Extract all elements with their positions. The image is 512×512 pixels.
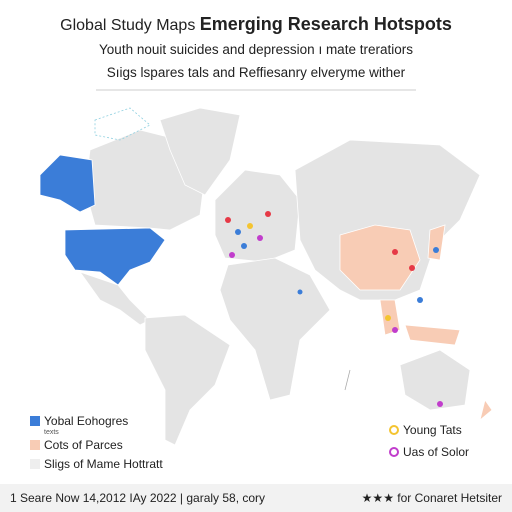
legend-label: Sligs of Mame Hottratt [44, 457, 163, 471]
title: Global Study Maps Emerging Research Hots… [60, 14, 452, 34]
subtitle: Sıigs lspares tals and Reffiesanry elver… [107, 65, 406, 80]
hotspot [433, 247, 439, 253]
hotspot [225, 217, 231, 223]
legend-marker [389, 425, 399, 435]
hotspot [229, 252, 235, 258]
hotspot [417, 297, 423, 303]
legend-marker [389, 447, 399, 457]
madagascar [344, 369, 351, 391]
greenland [159, 107, 241, 196]
legend-right: Young Tats Uas of Solor [389, 423, 469, 459]
hotspot [297, 289, 303, 295]
legend-note: texts [44, 429, 59, 436]
legend-swatch [30, 440, 40, 450]
new-zealand [479, 399, 493, 422]
australia [399, 349, 471, 411]
legend-label: Young Tats [403, 423, 462, 437]
japan [427, 224, 446, 261]
hotspot [265, 211, 271, 217]
legend-label: Uas of Solor [403, 445, 469, 459]
world-map [39, 107, 493, 446]
south-america [144, 314, 231, 446]
legend-swatch [30, 416, 40, 426]
title-prefix: Global Study Maps [60, 17, 195, 34]
china [339, 224, 421, 291]
hotspot [409, 265, 415, 271]
arctic-islands [94, 107, 151, 141]
hotspot [392, 249, 398, 255]
legend-label: Cots of Parces [44, 438, 123, 452]
hotspot [241, 243, 247, 249]
hotspot [235, 229, 241, 235]
hotspots [225, 211, 443, 407]
legend-left: Yobal Eohogres texts Cots of Parces Slig… [30, 414, 163, 471]
hotspot [392, 327, 398, 333]
footer-bar [0, 484, 512, 512]
europe [214, 169, 301, 263]
usa [64, 227, 166, 286]
hotspot [385, 315, 391, 321]
hotspot [257, 235, 263, 241]
title-bold: Emerging Research Hotspots [200, 14, 452, 34]
legend-label: Yobal Eohogres [44, 414, 128, 428]
hotspot [437, 401, 443, 407]
subtitle: Youth nouit suicides and depression ı ma… [99, 42, 413, 57]
footer-right: ★★★ for Conaret Hetsiter [362, 491, 502, 505]
footer-left: 1 Seare Now 14,2012 IAy 2022 | garaly 58… [10, 491, 265, 505]
alaska [39, 154, 96, 213]
south-east-asia [379, 299, 461, 346]
legend-swatch [30, 459, 40, 469]
hotspot [247, 223, 253, 229]
africa [219, 257, 331, 401]
